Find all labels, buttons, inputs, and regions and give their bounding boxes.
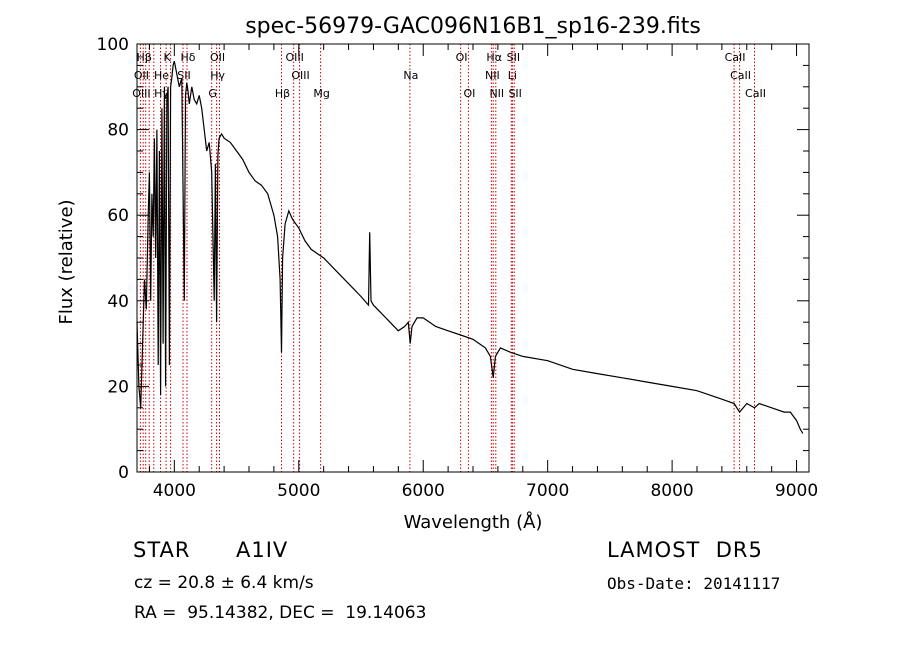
x-tick-label: 6000 — [402, 481, 445, 501]
coordinates: RA = 95.14382, DEC = 19.14063 — [134, 603, 427, 623]
x-axis-label: Wavelength (Å) — [404, 511, 543, 533]
marker-label: SII — [177, 69, 190, 82]
marker-label: OIII — [291, 69, 309, 82]
spectrum-line — [136, 60, 804, 434]
y-tick-label: 20 — [107, 377, 129, 397]
x-tick-label: 9000 — [775, 481, 818, 501]
plot-frame — [136, 43, 810, 473]
marker-label: G — [208, 87, 217, 100]
marker-label: Hβ — [137, 51, 152, 64]
marker-label: OI — [463, 87, 475, 100]
spectral-marker-lines — [139, 44, 755, 472]
marker-label: NII — [485, 69, 500, 82]
chart-title: spec-56979-GAC096N16B1_sp16-239.fits — [245, 14, 701, 39]
marker-label: NII — [489, 87, 504, 100]
y-axis-label: Flux (relative) — [56, 199, 77, 324]
y-tick-label: 80 — [107, 121, 129, 141]
marker-label: CaII — [730, 69, 751, 82]
survey-name: LAMOST DR5 — [607, 538, 763, 562]
marker-label: SII — [507, 51, 520, 64]
marker-label: CaII — [725, 51, 746, 64]
marker-label: Hα — [486, 51, 502, 64]
marker-label: Hγ — [154, 87, 169, 100]
marker-label: OIII — [286, 51, 304, 64]
spectral-marker-labels: Hβ K Hδ OII OIII OI Hα SII CaII OII He SII Hγ OIII Na N… — [132, 51, 766, 100]
x-tick-label: 4000 — [153, 481, 196, 501]
marker-label: SII — [508, 87, 521, 100]
y-tick-label: 40 — [107, 292, 129, 312]
y-axis: 0 20 40 60 80 100 — [97, 35, 809, 483]
marker-label: OII — [210, 51, 225, 64]
x-tick-label: 5000 — [277, 481, 320, 501]
y-tick-label: 100 — [97, 35, 129, 55]
marker-label: Mg — [313, 87, 329, 100]
marker-label: Na — [403, 69, 418, 82]
marker-label: OI — [456, 51, 468, 64]
object-subclass: A1IV — [236, 538, 289, 562]
object-class: STAR — [133, 538, 191, 562]
obs-date: Obs-Date: 20141117 — [607, 574, 781, 593]
marker-label: CaII — [745, 87, 766, 100]
marker-label: Hβ — [275, 87, 290, 100]
marker-label: OIII — [132, 87, 150, 100]
y-tick-label: 60 — [107, 206, 129, 226]
redshift-value: cz = 20.8 ± 6.4 km/s — [134, 573, 314, 593]
x-tick-label: 7000 — [526, 481, 569, 501]
marker-label: Hδ — [180, 51, 195, 64]
x-tick-label: 8000 — [650, 481, 693, 501]
marker-label: Li — [508, 69, 517, 82]
marker-label: OII — [134, 69, 149, 82]
marker-label: He — [154, 69, 169, 82]
y-tick-label: 0 — [118, 463, 129, 483]
marker-label: Hγ — [210, 69, 225, 82]
x-axis: 4000 5000 6000 7000 8000 9000 — [148, 44, 818, 501]
marker-label: K — [163, 51, 171, 64]
